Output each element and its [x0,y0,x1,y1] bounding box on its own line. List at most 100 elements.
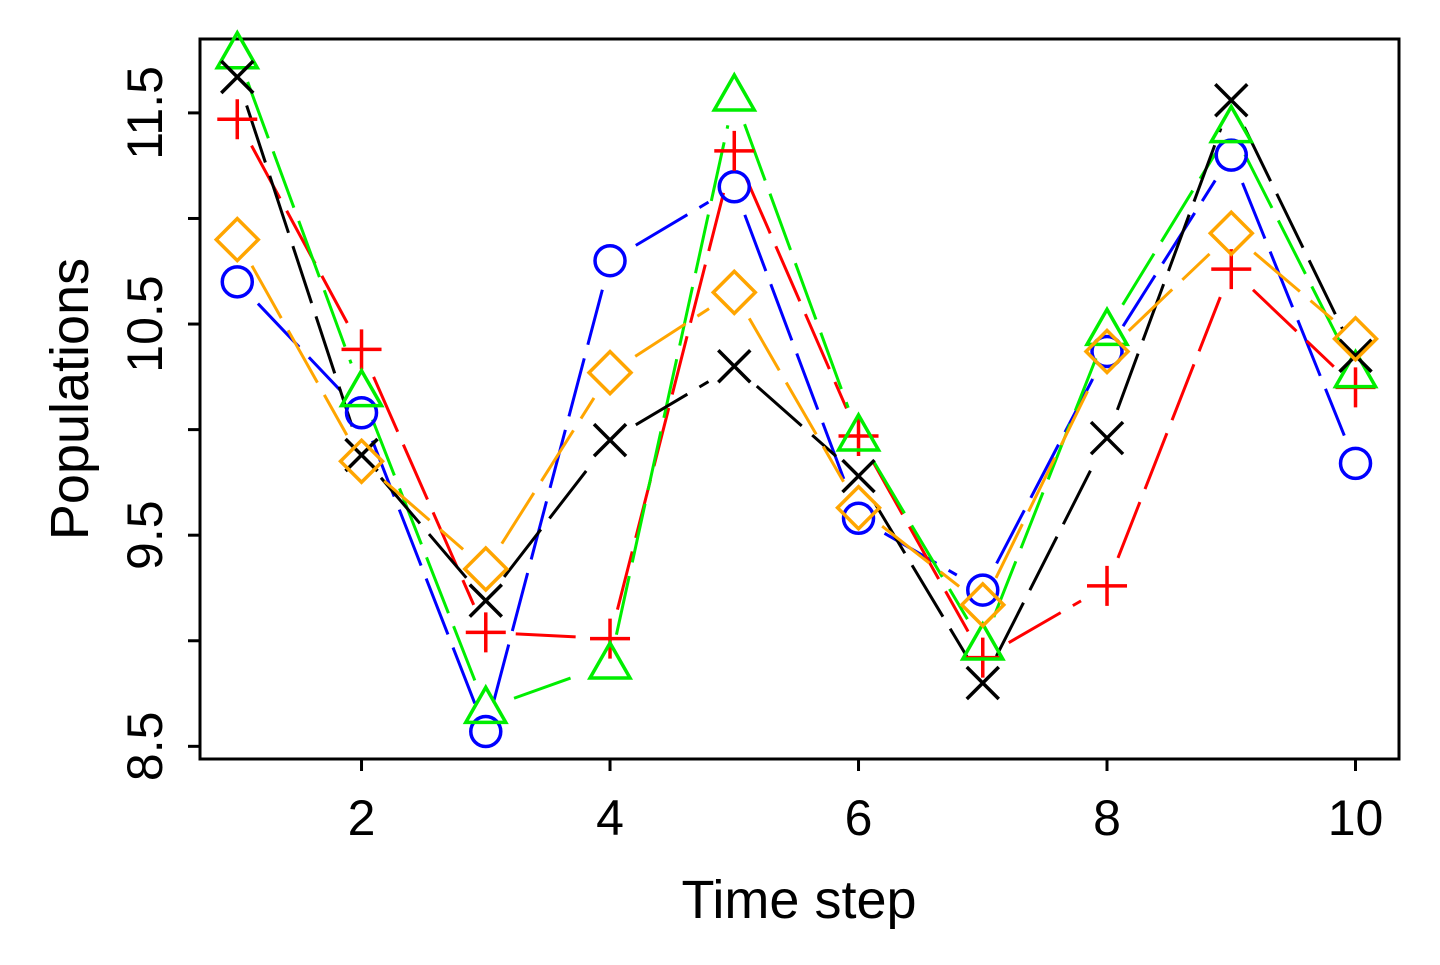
series-line-segment [256,302,342,392]
data-point-cross [468,583,504,618]
data-point-circle [220,265,255,299]
plot-frame [198,37,1401,761]
data-point-cross [717,349,752,384]
series-line-segment [1241,182,1346,437]
x-tick-label: 6 [845,790,873,846]
x-tick-label: 8 [1093,790,1121,846]
data-point-cross [1338,338,1373,373]
series-line-segment [246,81,353,364]
data-point-triangle [338,367,385,408]
data-point-diamond [710,268,758,316]
y-tick-label: 8.5 [117,712,173,782]
series-line-segment [1253,251,1334,321]
series-line-segment [379,476,468,579]
series-line-segment [491,289,604,703]
series-line-segment [747,317,845,483]
series-line-segment [500,397,596,545]
series-line-segment [383,479,465,551]
y-tick-label: 11.5 [117,66,173,160]
series-line-segment [1121,152,1217,306]
series-line-segment [872,460,969,620]
data-point-cross [344,437,379,473]
data-point-triangle [711,71,758,112]
data-point-cross [841,458,876,494]
data-point-diamond [462,545,510,593]
series-line-segment [635,200,710,247]
data-point-diamond [1332,315,1379,363]
data-point-cross [220,59,255,95]
series-line-segment [614,124,730,635]
data-point-circle [469,714,503,749]
x-tick-label: 4 [596,790,624,846]
y-axis-title: Populations [40,258,100,540]
data-point-plus [1087,565,1128,606]
data-point-circle [593,243,627,278]
series-line-segment [872,501,969,659]
series-line-segment [1007,599,1082,644]
series-line-segment [245,105,354,427]
series-line-segment [371,418,477,681]
y-tick-label: 9.5 [117,500,173,570]
x-tick-label: 10 [1328,790,1384,846]
data-point-plus [590,618,631,659]
series-line-segment [1243,153,1344,347]
series-layer [245,81,1346,705]
data-point-diamond [213,216,261,264]
data-point-circle [1338,446,1373,481]
data-point-cross [965,665,1001,701]
data-point-triangle [462,683,509,725]
x-axis-title: Time step [681,870,916,930]
data-point-circle [1090,334,1124,369]
data-point-circle [841,501,876,536]
series-line-segment [515,632,581,639]
data-point-circle [717,170,752,204]
data-point-triangle [959,620,1006,661]
series-line-segment [635,380,710,427]
series-line-segment [743,214,850,491]
data-point-plus [341,329,382,370]
series-line-segment [755,385,838,458]
data-point-triangle [1084,305,1131,347]
series-line-segment [1127,252,1211,332]
series-line-segment [995,464,1095,657]
series-line-segment [634,307,710,358]
data-point-diamond [959,581,1007,629]
series-line-segment [871,461,970,633]
data-point-plus [714,130,755,171]
series-line-segment [1251,288,1335,368]
series-line-segment [994,377,1096,579]
y-axis: 8.5 9.5 10.5 11.5 [117,66,200,781]
series-line-segment [1243,126,1344,330]
data-point-diamond [1207,209,1255,257]
data-point-plus [465,612,506,653]
series-line-segment [992,357,1098,618]
data-point-diamond [586,349,634,397]
data-point-circle [1214,138,1249,172]
x-tick-label: 2 [348,790,376,846]
x-axis: 2 4 6 8 10 [348,759,1384,846]
data-point-triangle [835,411,882,452]
series-line-segment [1115,127,1223,411]
series-line-segment [502,462,593,578]
series-line-segment [513,672,583,700]
data-point-cross [592,422,628,458]
data-point-triangle [1208,103,1255,144]
data-point-circle [344,395,379,430]
y-tick-label: 10.5 [117,275,173,372]
data-point-plus [217,99,258,140]
data-point-triangle [587,639,634,680]
series-line-segment [615,179,729,610]
series-line-segment [881,525,961,588]
data-point-cross [1089,420,1125,456]
series-line-segment [743,123,850,409]
series-line-segment [1116,296,1222,559]
data-point-cross [1214,82,1249,118]
marker-layer [213,29,1379,749]
data-point-diamond [835,484,882,532]
series-line-segment [744,177,848,410]
data-point-triangle [214,29,261,70]
data-point-diamond [338,437,385,485]
data-point-diamond [1083,328,1131,375]
